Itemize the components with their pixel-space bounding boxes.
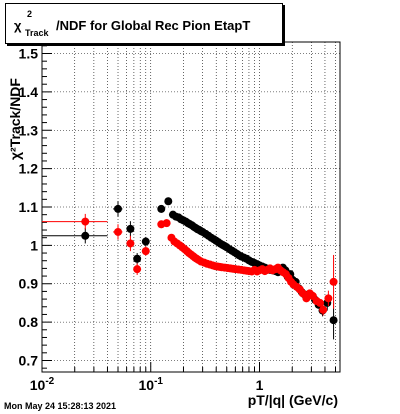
x-tick-label: 10-1 — [139, 376, 164, 393]
title-chi-symbol: χ — [14, 18, 22, 33]
y-tick-label: 1.4 — [19, 84, 39, 100]
data-point — [157, 204, 166, 213]
y-tick-label: 0.7 — [19, 352, 39, 368]
x-tick-label: 10-2 — [30, 376, 55, 393]
series-red — [42, 213, 338, 316]
chart-title-box: χ 2 Track /NDF for Global Rec Pion EtapT — [5, 3, 283, 44]
data-point — [315, 298, 324, 307]
data-point — [162, 219, 171, 228]
data-point — [133, 265, 142, 274]
x-axis-ticks — [41, 362, 336, 372]
y-axis-ticks — [42, 45, 52, 369]
x-axis-label: pT/|q| (GeV/c) — [248, 392, 338, 408]
data-point — [329, 316, 338, 325]
y-tick-label: 0.8 — [19, 314, 39, 330]
data-point — [114, 204, 123, 213]
y-axis-label: χ²Track/NDF — [7, 78, 23, 160]
y-tick-label: 1.3 — [19, 122, 39, 138]
y-tick-label: 0.9 — [19, 276, 39, 292]
data-point — [114, 227, 123, 236]
data-point — [126, 239, 135, 248]
tick-labels: 10-2 10-1 1 0.7 0.8 0.9 1 1.1 1.2 1.3 1.4 1.5 — [19, 46, 264, 393]
grid — [41, 42, 340, 372]
data-point — [319, 305, 328, 314]
series-group — [42, 197, 338, 340]
data-point — [164, 197, 173, 206]
data-point — [81, 217, 90, 226]
y-tick-label: 1.1 — [19, 199, 39, 215]
title-superscript: 2 — [27, 9, 33, 19]
title-subscript: Track — [25, 28, 49, 38]
data-point — [126, 224, 135, 233]
y-tick-label: 1 — [30, 237, 38, 253]
data-point — [324, 294, 333, 303]
data-point — [329, 277, 338, 286]
timestamp: Mon May 24 15:28:13 2021 — [4, 401, 117, 411]
data-point — [133, 254, 142, 263]
plot-frame — [41, 41, 341, 373]
y-tick-label: 1.5 — [19, 46, 39, 62]
chart-title: /NDF for Global Rec Pion EtapT — [56, 18, 251, 33]
data-point — [141, 247, 150, 256]
data-point — [141, 237, 150, 246]
x-tick-label: 1 — [256, 377, 264, 393]
data-point — [81, 231, 90, 240]
y-tick-label: 1.2 — [19, 161, 39, 177]
